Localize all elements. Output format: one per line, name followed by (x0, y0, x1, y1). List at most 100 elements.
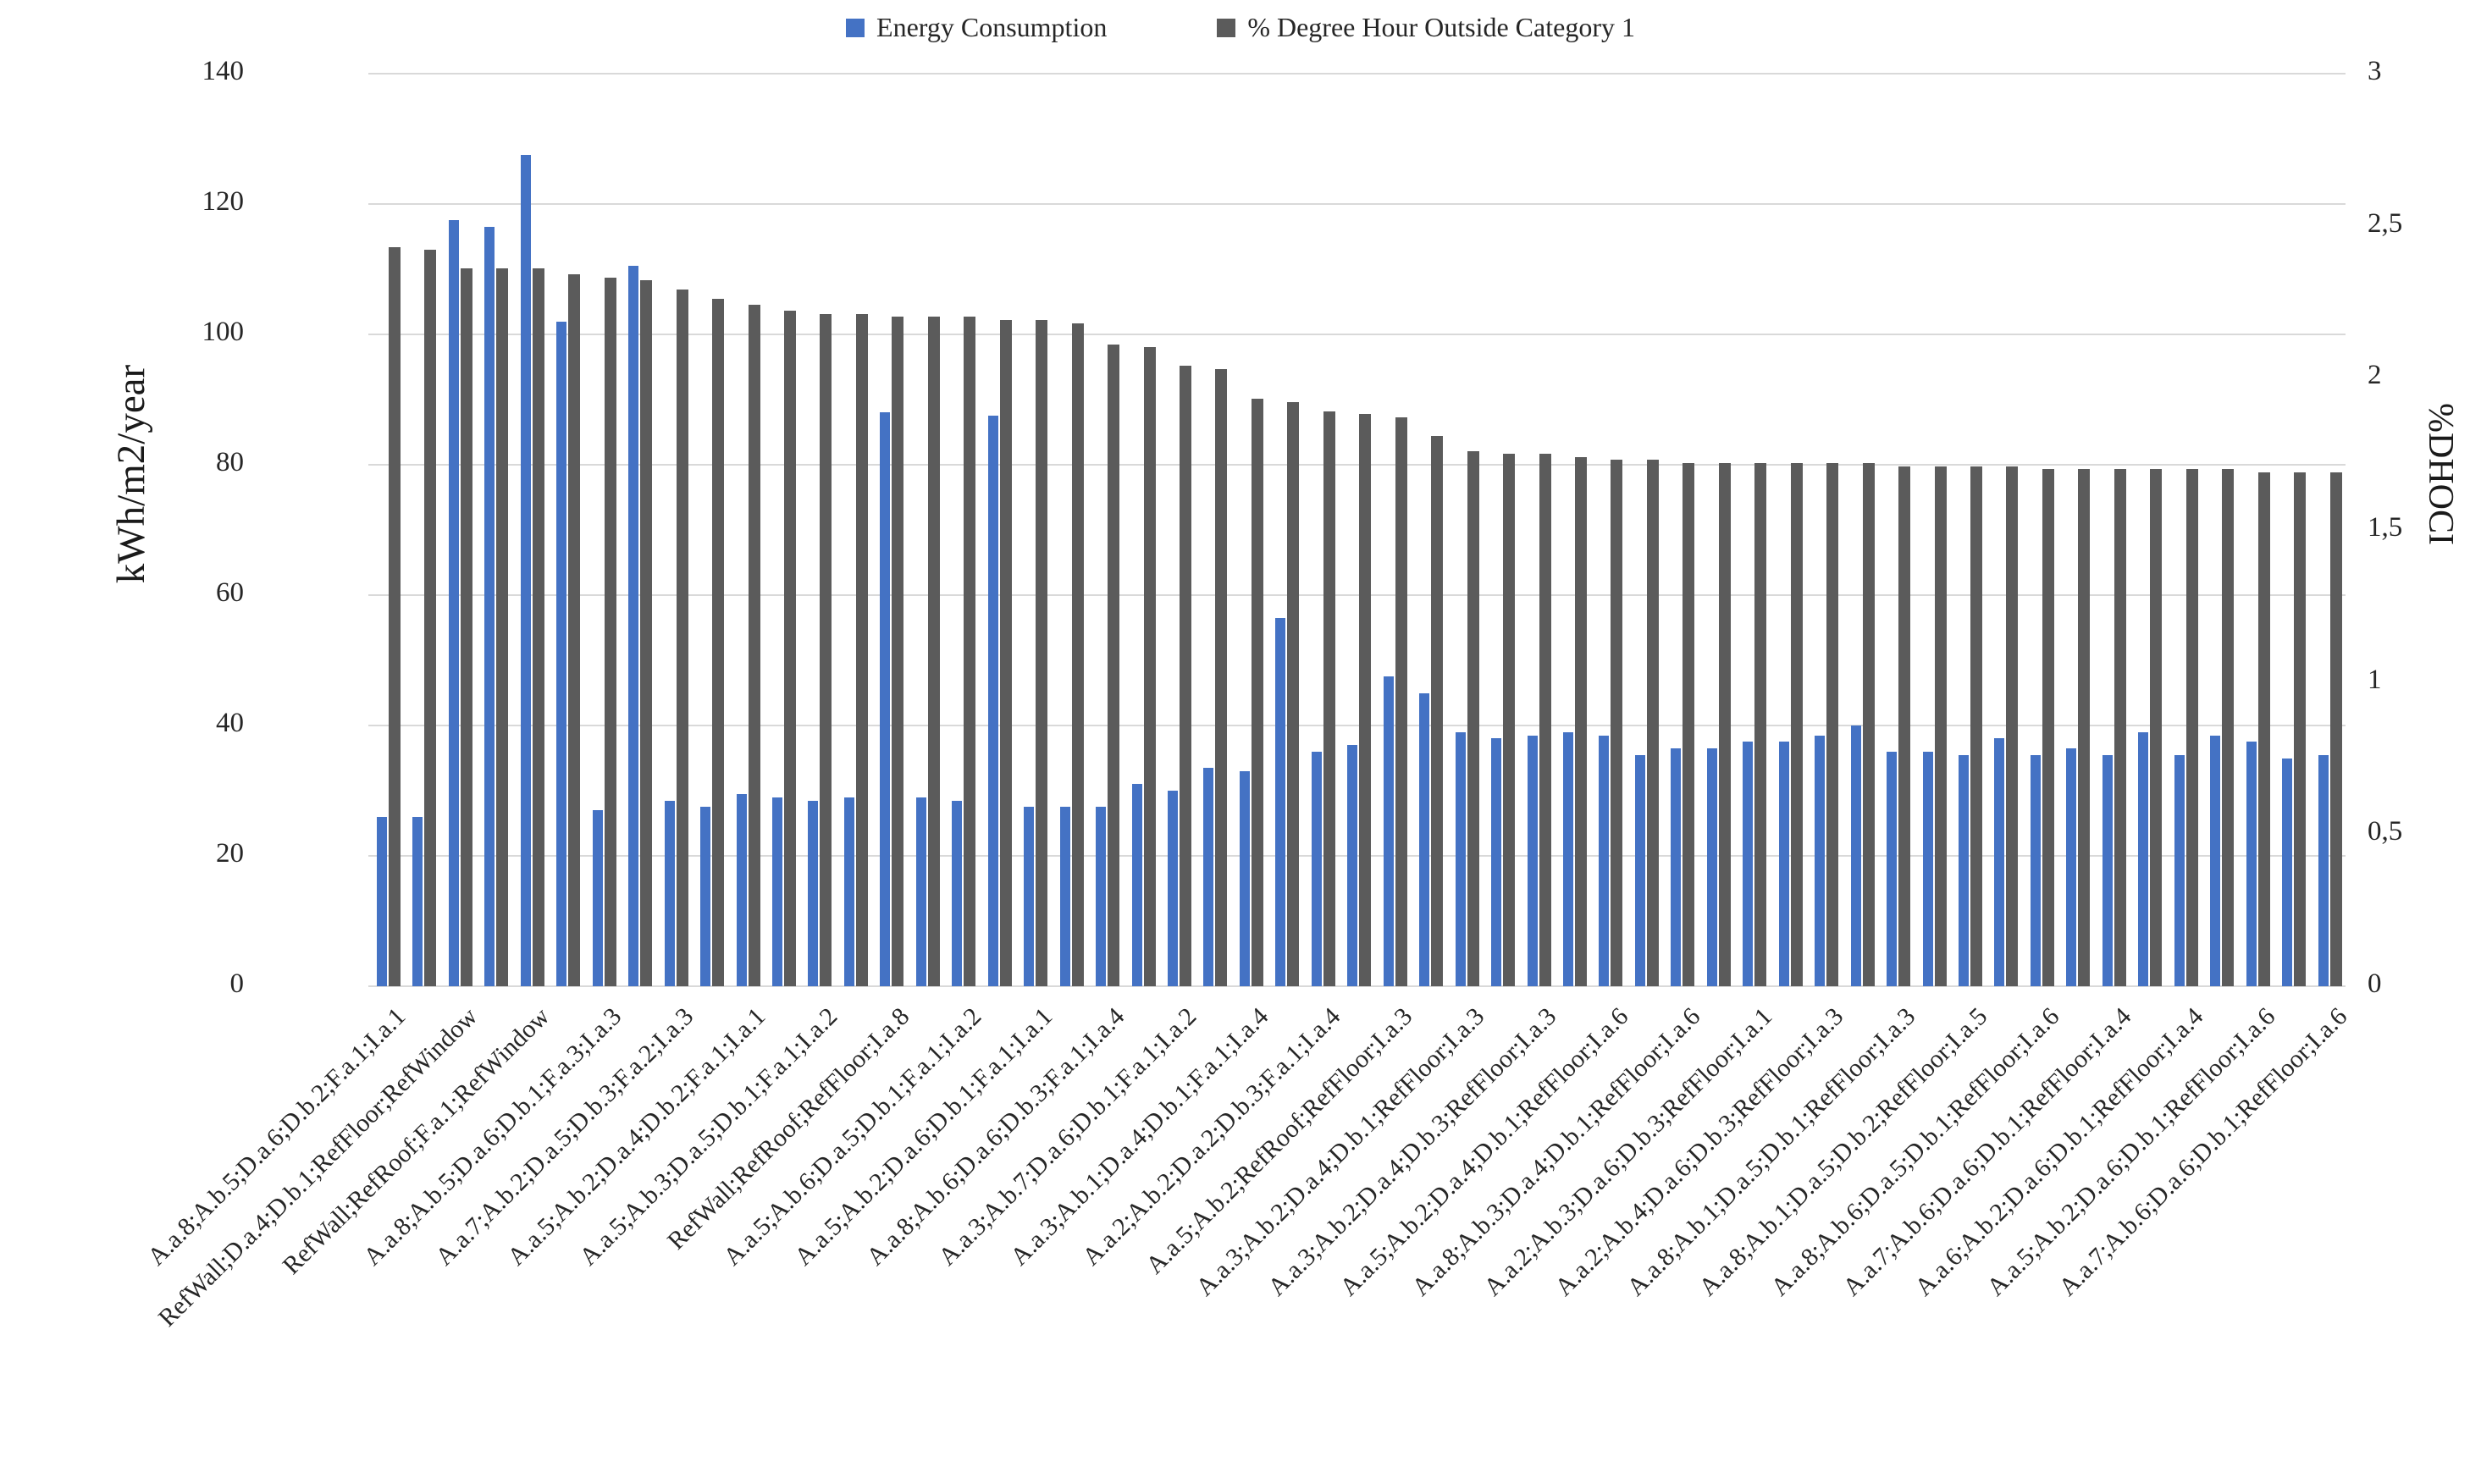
bar-energy-consumption (952, 800, 963, 986)
bar-energy-consumption (736, 793, 747, 986)
bar-energy-consumption (2030, 754, 2041, 986)
bar-energy-consumption (412, 816, 423, 986)
gridline (368, 334, 2346, 335)
gridline (368, 594, 2346, 596)
bar-dhoci (1898, 466, 1911, 986)
bar-dhoci (2257, 472, 2270, 986)
bar-energy-consumption (1311, 751, 1322, 986)
x-axis-category-label: A.a.8;A.b.6;D.a.5;D.b.1;RefFloor;I.a.6 (1765, 1002, 2065, 1302)
bar-energy-consumption (1743, 742, 1754, 986)
bar-energy-consumption (2246, 742, 2257, 986)
bar-dhoci (999, 320, 1012, 986)
bar-energy-consumption (1563, 731, 1573, 986)
legend-item-dhoci: % Degree Hour Outside Category 1 (1217, 12, 1635, 43)
bar-dhoci (1251, 399, 1263, 986)
x-axis-category-label: A.a.7;A.b.6;D.a.6;D.b.1;RefFloor;I.a.6 (2053, 1002, 2353, 1302)
bar-energy-consumption (2282, 758, 2293, 986)
bar-energy-consumption (1994, 738, 2005, 986)
right-axis-tick-label: 0,5 (2368, 816, 2403, 847)
bar-energy-consumption (448, 220, 459, 986)
dhoci-swatch-icon (1217, 18, 1236, 37)
bar-energy-consumption (915, 797, 926, 986)
left-axis-tick-label: 140 (202, 56, 245, 86)
gridline (368, 73, 2346, 74)
bar-dhoci (1467, 450, 1479, 986)
bar-energy-consumption (520, 155, 531, 986)
bar-energy-consumption (1959, 754, 1969, 986)
bar-energy-consumption (1096, 807, 1107, 986)
bar-dhoci (1826, 462, 1839, 986)
bar-dhoci (568, 274, 581, 986)
bar-energy-consumption (628, 266, 639, 986)
bar-dhoci (2078, 469, 2091, 986)
legend-label-energy-consumption: Energy Consumption (876, 12, 1108, 42)
bar-dhoci (1539, 454, 1551, 986)
bar-dhoci (1611, 460, 1623, 986)
bar-dhoci (1754, 462, 1767, 986)
bar-energy-consumption (2066, 748, 2077, 986)
bar-energy-consumption (1239, 770, 1250, 986)
x-axis-category-label: RefWall;RefRoof;RefFloor;I.a.8 (661, 1002, 914, 1255)
bar-dhoci (820, 313, 832, 986)
bar-dhoci (1718, 462, 1731, 986)
bar-dhoci (676, 290, 688, 986)
bar-dhoci (964, 317, 976, 986)
bar-energy-consumption (1131, 784, 1142, 986)
bar-energy-consumption (1024, 807, 1035, 986)
x-axis-category-label: A.a.5;A.b.6;D.a.5;D.b.1;F.a.1;I.a.2 (717, 1002, 986, 1272)
bar-dhoci (2222, 469, 2235, 986)
bar-energy-consumption (377, 816, 387, 986)
left-axis-tick-label: 80 (216, 447, 244, 477)
bar-dhoci (604, 277, 616, 986)
bar-energy-consumption (1850, 725, 1861, 986)
x-axis-category-label: A.a.8;A.b.3;D.a.4;D.b.1;RefFloor;I.a.6 (1406, 1002, 1705, 1302)
left-axis-tick-label: 100 (202, 317, 245, 347)
bar-dhoci (2006, 466, 2019, 986)
bar-energy-consumption (664, 800, 675, 986)
bar-energy-consumption (1168, 791, 1178, 986)
gridline (368, 464, 2346, 466)
bar-energy-consumption (1922, 751, 1933, 986)
bar-dhoci (1503, 454, 1516, 986)
bar-dhoci (2185, 469, 2198, 986)
bar-dhoci (1287, 402, 1300, 986)
bar-energy-consumption (2174, 754, 2185, 986)
bar-energy-consumption (592, 810, 603, 986)
x-axis-category-label: A.a.2;A.b.2;D.a.2;D.b.3;F.a.1;I.a.4 (1076, 1002, 1346, 1272)
bar-dhoci (892, 317, 904, 986)
x-axis-category-label: A.a.7;A.b.6;D.a.6;D.b.1;RefFloor;I.a.4 (1837, 1002, 2137, 1302)
bar-energy-consumption (1887, 751, 1898, 986)
bar-dhoci (1970, 466, 1982, 986)
bar-energy-consumption (1059, 807, 1070, 986)
bar-dhoci (1071, 323, 1084, 986)
bar-energy-consumption (556, 321, 567, 986)
bar-dhoci (1683, 462, 1695, 986)
bar-energy-consumption (1491, 738, 1502, 986)
bar-energy-consumption (1527, 735, 1538, 986)
legend-item-energy-consumption: Energy Consumption (846, 12, 1107, 43)
bar-energy-consumption (2318, 754, 2329, 986)
bar-dhoci (1108, 344, 1120, 986)
x-axis-category-label: A.a.3;A.b.2;D.a.4;D.b.3;RefFloor;I.a.3 (1262, 1002, 1562, 1302)
bar-dhoci (1180, 365, 1191, 986)
bar-dhoci (640, 280, 653, 986)
bar-dhoci (1575, 456, 1587, 986)
bar-dhoci (532, 268, 544, 986)
bar-dhoci (927, 317, 940, 986)
right-axis-tick-label: 3 (2368, 56, 2382, 86)
left-axis-tick-label: 0 (229, 968, 245, 999)
x-axis-category-label: A.a.5;A.b.2;D.a.6;D.b.1;F.a.1;I.a.1 (789, 1002, 1058, 1272)
bar-dhoci (1395, 417, 1407, 986)
bar-energy-consumption (880, 412, 891, 986)
bar-energy-consumption (2210, 735, 2221, 986)
bar-dhoci (460, 268, 472, 986)
left-axis-tick-label: 60 (216, 577, 244, 608)
bar-energy-consumption (1419, 692, 1430, 986)
gridline (368, 725, 2346, 726)
x-axis-category-label: A.a.3;A.b.1;D.a.4;D.b.1;F.a.1;I.a.4 (1005, 1002, 1274, 1272)
bar-energy-consumption (2138, 731, 2149, 986)
right-axis-title: %DHOCI (2421, 403, 2460, 545)
bar-dhoci (1143, 347, 1156, 986)
x-axis-category-label: A.a.2;A.b.4;D.a.6;D.b.3;RefFloor;I.a.3 (1550, 1002, 1849, 1302)
